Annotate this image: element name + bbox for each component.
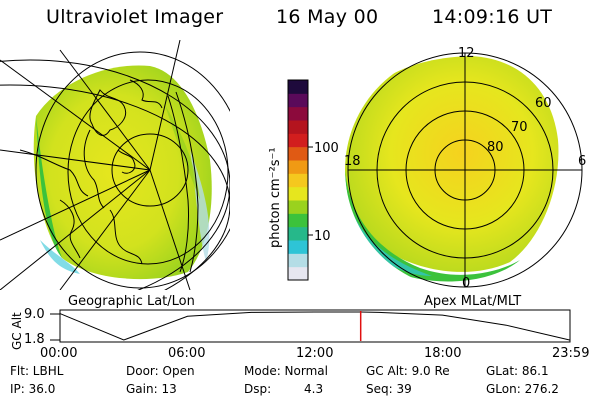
mlt-label-6: 6: [578, 154, 587, 169]
orbit-xtick-3: 18:00: [424, 346, 462, 361]
colorbar-segment: [288, 93, 308, 108]
mlat-label-80: 80: [487, 140, 504, 155]
mlt-label-12: 12: [458, 46, 475, 61]
orbit-panel: [50, 309, 571, 343]
status-filter: Flt: LBHL: [10, 364, 64, 378]
status-glat: GLat: 86.1: [486, 364, 549, 378]
colorbar-segment: [288, 120, 308, 134]
status-door: Door: Open: [126, 364, 195, 378]
colorbar-segment: [288, 226, 308, 241]
colorbar-segment: [288, 160, 308, 174]
colorbar-segment: [288, 133, 308, 148]
colorbar-segment: [288, 186, 308, 201]
instrument-title: Ultraviolet Imager: [46, 6, 224, 28]
mlat-label-70: 70: [511, 120, 528, 135]
mlt-label-18: 18: [344, 154, 361, 169]
orbit-xtick-1: 06:00: [168, 346, 206, 361]
status-dsp-label: Dsp:: [244, 382, 272, 396]
colorbar-segment: [288, 146, 308, 161]
colorbar-unit-label: photon cm⁻²s⁻¹: [268, 147, 283, 248]
colorbar-segment: [288, 213, 308, 228]
geographic-label: Geographic Lat/Lon: [68, 294, 195, 309]
orbit-xtick-4: 23:59: [552, 346, 590, 361]
orbit-xtick-0: 00:00: [40, 346, 78, 361]
status-ip: IP: 36.0: [10, 382, 56, 396]
mlt-label-0: 0: [462, 276, 471, 291]
status-glon: GLon: 276.2: [486, 382, 559, 396]
status-dsp-value: 4.3: [304, 382, 324, 396]
colorbar-frame: [287, 79, 309, 281]
orbit-ytick-low: 1.8: [24, 332, 45, 347]
time-label: 14:09:16 UT: [432, 6, 553, 28]
mlat-label-60: 60: [535, 96, 552, 111]
status-gain: Gain: 13: [126, 382, 177, 396]
status-mode: Mode: Normal: [244, 364, 328, 378]
status-seq: Seq: 39: [366, 382, 412, 396]
colorbar-segment: [288, 200, 308, 214]
colorbar: [288, 80, 308, 281]
status-gc-alt: GC Alt: 9.0 Re: [366, 364, 450, 378]
orbit-ytick-high: 9.0: [24, 307, 45, 322]
geographic-image: [0, 40, 230, 290]
colorbar-segment: [288, 106, 308, 121]
colorbar-segment: [288, 253, 308, 268]
apex-label: Apex MLat/MLT: [424, 294, 522, 309]
orbit-xtick-2: 12:00: [296, 346, 334, 361]
colorbar-tick-label-10: 10: [314, 229, 331, 244]
colorbar-segment: [288, 80, 308, 94]
colorbar-segment: [288, 240, 308, 254]
orbit-ylabel: GC Alt: [10, 312, 24, 350]
colorbar-tick-label-100: 100: [314, 141, 339, 156]
colorbar-segment: [288, 173, 308, 188]
orbit-altitude-line: [59, 311, 570, 341]
colorbar-segment: [288, 266, 308, 281]
polar-plot: [345, 52, 583, 288]
date-label: 16 May 00: [276, 6, 379, 28]
